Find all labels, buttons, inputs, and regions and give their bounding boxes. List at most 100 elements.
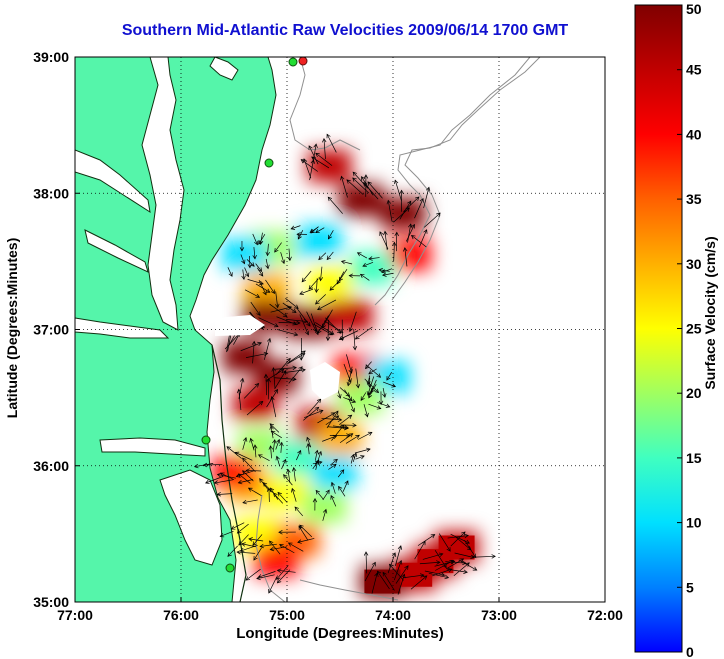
velocity-arrow [307,398,322,415]
velocity-arrow-head [292,321,298,326]
velocity-arrow [260,232,263,245]
velocity-arrow [235,452,253,461]
velocity-arrow-head [374,388,379,394]
velocity-arrow [424,570,445,576]
velocity-arrow [315,152,333,166]
velocity-arrow-head [364,412,369,418]
data-gap [310,362,340,400]
velocity-arrow-head [299,524,304,530]
velocity-arrow [265,279,275,294]
velocity-arrow-head [242,470,247,475]
velocity-arrow-head [245,468,250,473]
velocity-arrow-head [286,468,291,474]
velocity-arrow-head [252,254,257,260]
velocity-arrow [405,224,415,242]
velocity-arrow [276,329,298,336]
y-axis-label: Latitude (Degrees:Minutes) [4,237,20,419]
velocity-arrow [326,410,339,429]
velocity-arrow [281,459,287,470]
velocity-arrow [286,319,308,322]
velocity-arrow [273,367,276,389]
velocity-arrow-head [317,460,323,465]
velocity-arrow [288,366,303,384]
velocity-arrow [276,456,281,467]
velocity-arrow-head [306,321,311,327]
station-marker [288,57,298,67]
velocity-arrow [382,388,386,398]
velocity-arrow [306,311,317,332]
velocity-arrow [377,571,390,590]
velocity-arrow-head [276,575,281,580]
velocity-arrow-head [338,485,343,491]
velocity-arrow [337,469,345,478]
velocity-arrow [260,543,277,547]
james-river [75,317,170,339]
velocity-arrow [237,551,256,554]
velocity-arrow-head [297,539,302,544]
velocity-arrow [317,299,337,311]
x-tick-label: 76:00 [163,607,199,623]
pamlico-sound [159,469,223,566]
velocity-arrow [389,564,404,581]
velocity-arrow [322,435,337,442]
velocity-arrow-head [287,305,293,310]
grid [75,57,605,602]
velocity-arrow-head [414,196,420,201]
velocity-arrow [296,450,302,461]
velocity-arrow-head [205,479,210,484]
velocity-arrow-head [275,303,280,309]
velocity-arrow [253,547,262,561]
velocity-arrow [252,233,258,245]
velocity-arrow-head [442,563,447,569]
velocity-arrow-head [336,329,342,334]
velocity-arrow-head [299,290,304,295]
velocity-arrow [238,389,242,411]
velocity-arrow [299,524,313,538]
velocity-arrow [410,575,428,590]
velocity-arrow [458,559,477,571]
velocity-arrow [220,530,234,537]
velocity-arrow-head [256,575,261,581]
velocity-arrow-head [219,533,225,538]
velocity-arrow [367,181,383,199]
velocity-arrow [287,469,291,483]
bathymetry-contour-2 [391,57,541,301]
colorbar-tick-label: 45 [686,62,702,78]
velocity-arrow [310,313,319,335]
velocity-arrow [247,279,264,285]
velocity-arrow [270,425,274,439]
velocity-arrow [394,180,402,201]
speed-cell [275,442,320,475]
velocity-arrow [307,443,310,455]
velocity-arrow-head [269,540,274,546]
velocity-arrow-head [348,369,353,374]
velocity-arrow [264,338,271,360]
velocity-arrow-head [325,489,330,495]
velocity-arrow-head [339,469,345,474]
velocity-arrow [331,424,345,441]
velocity-arrow-head [347,414,353,419]
velocity-arrow-head [315,489,320,495]
velocity-arrow [255,283,271,293]
velocity-arrow [315,490,324,500]
velocity-arrow-head [306,443,311,448]
velocity-arrow [328,464,337,470]
velocity-arrow [368,386,374,395]
velocity-arrow [386,372,392,381]
velocity-arrow-head [236,388,242,394]
velocity-arrow-head [352,171,357,177]
speed-cell [349,252,394,285]
velocity-arrow [315,227,325,233]
velocity-arrow-head [249,437,254,443]
velocity-arrow [315,294,326,305]
velocity-arrow-head [296,232,301,237]
velocity-arrow-head [363,174,369,179]
velocity-arrow-head [258,400,264,406]
velocity-arrow-head [274,248,279,253]
velocity-arrow [303,407,319,421]
velocity-arrow-head [374,572,379,577]
velocity-arrow-head [336,279,341,285]
velocity-arrow-head [193,463,199,469]
station-marker-active [298,57,308,66]
velocity-arrow-head [436,560,441,565]
